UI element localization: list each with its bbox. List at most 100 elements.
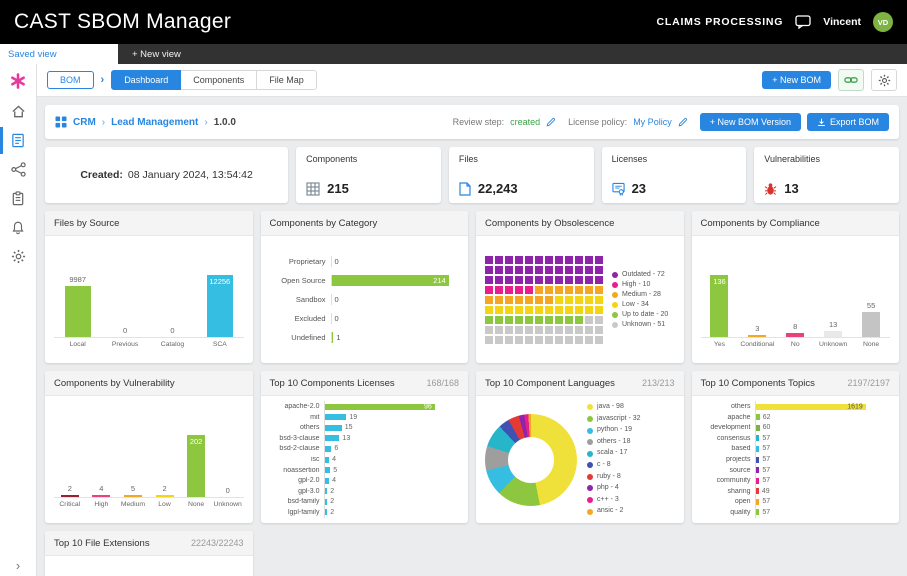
bar-column: 202	[180, 435, 212, 497]
waffle-cell	[585, 265, 593, 274]
sidebar-item-hierarchy[interactable]	[0, 156, 36, 183]
components-by-compliance-chart: 136 3 8 13 55 Yes Conditional No Unknown None	[692, 236, 900, 363]
axis-label: SCA	[212, 341, 227, 348]
hbar-track: 2	[323, 507, 460, 518]
chart-count: 213/213	[641, 378, 675, 388]
waffle-cell	[545, 335, 553, 344]
axis-label: No	[790, 341, 800, 348]
legend-item: python - 19	[587, 425, 641, 436]
axis-label: bsd-2-clause	[279, 445, 320, 453]
waffle-cell	[595, 275, 603, 284]
legend-label: c - 8	[597, 461, 611, 468]
stat-label: Vulnerabilities	[764, 154, 820, 164]
hbar-row: bsd-3-clause 13	[270, 433, 460, 444]
bar-value: 57	[762, 434, 771, 442]
sidebar-expand-chevron-icon[interactable]: ›	[15, 557, 21, 573]
components-by-vulnerability-chart: 2 4 5 2 202 0 Critical High Medium Low None Unknown	[45, 396, 253, 523]
user-name[interactable]: Vincent	[823, 16, 861, 28]
stat-value: 13	[784, 181, 799, 196]
bar	[155, 495, 174, 497]
bom-button[interactable]: BOM	[47, 71, 94, 89]
tab-file-map[interactable]: File Map	[257, 70, 317, 90]
legend-label: others - 18	[597, 437, 631, 445]
axis-label: projects	[725, 456, 751, 463]
legend-item: php - 4	[587, 483, 641, 494]
axis-label: bsd-family	[287, 498, 320, 506]
bar-column: 3	[738, 324, 776, 337]
created-label: Created:	[80, 169, 123, 181]
waffle-cell	[505, 275, 513, 284]
tab-dashboard[interactable]: Dashboard	[111, 70, 182, 90]
waffle-cell	[595, 325, 603, 334]
files-by-source-chart: 9987 0 0 12256 Local Previous Catalog SCA	[45, 236, 253, 363]
bar	[324, 424, 342, 431]
waffle-cell	[505, 255, 513, 264]
bar-value: 3	[755, 324, 760, 333]
hbar-row: development 60	[701, 422, 891, 434]
sidebar-item-home[interactable]	[0, 98, 36, 125]
organization-label[interactable]: CLAIMS PROCESSING	[656, 16, 784, 28]
bar-value: 4	[332, 477, 336, 485]
tab-saved-view[interactable]: Saved view	[0, 44, 118, 64]
file-icon	[459, 181, 471, 196]
chart-count: 2197/2197	[847, 378, 890, 388]
new-bom-button[interactable]: + New BOM	[762, 71, 831, 89]
waffle-cell	[575, 325, 583, 334]
legend-label: Low - 34	[622, 301, 649, 308]
waffle-cell	[555, 255, 563, 264]
waffle-cell	[515, 325, 523, 334]
avatar[interactable]: VD	[873, 12, 893, 32]
hbar-track: 0	[330, 294, 460, 305]
edit-review-step-pencil-icon[interactable]	[546, 117, 556, 127]
sidebar-item-settings[interactable]	[0, 243, 36, 270]
legend-item: scala - 17	[587, 448, 641, 459]
new-view-button[interactable]: + New view	[132, 48, 181, 60]
sidebar-item-reports[interactable]	[0, 185, 36, 212]
charts-row-1: Files by Source 9987 0 0 12256 Local Previous…	[45, 211, 899, 363]
sidebar-item-notifications[interactable]	[0, 214, 36, 241]
export-bom-button[interactable]: Export BOM	[806, 113, 889, 131]
axis-label: Low	[158, 501, 171, 508]
chart-card-files-by-source: Files by Source 9987 0 0 12256 Local Previous…	[45, 211, 253, 363]
bar	[786, 333, 805, 337]
breadcrumb-bom[interactable]: Lead Management	[111, 116, 199, 128]
view-segmented-tabs: Dashboard Components File Map	[111, 70, 317, 90]
chart-card-top-licenses: Top 10 Components Licenses 168/168 apache…	[260, 371, 468, 523]
sidebar: ›	[0, 64, 37, 576]
settings-button[interactable]	[871, 69, 897, 91]
bar	[755, 456, 760, 463]
legend-dot	[612, 271, 618, 278]
sidebar-item-bom[interactable]	[0, 127, 36, 154]
hbar-row: consensus 57	[701, 433, 891, 444]
brand-logo-icon	[0, 64, 36, 97]
chart-legend: Outdated - 72 High - 10 Medium - 28 Low - 3…	[612, 271, 668, 328]
hbar-track: 49	[754, 485, 891, 497]
bar-value: 57	[762, 477, 771, 485]
waffle-cell	[555, 275, 563, 284]
legend-item: javascript - 32	[587, 414, 641, 425]
chat-icon[interactable]	[795, 15, 811, 29]
waffle-cell	[545, 265, 553, 274]
chart-title: Top 10 Components Topics	[700, 377, 815, 389]
chart-card-components-by-obsolescence: Components by Obsolescence Outdated - 72…	[476, 211, 684, 363]
tab-components[interactable]: Components	[181, 70, 258, 90]
hbar-track: 1	[330, 332, 460, 343]
waffle-cell	[595, 315, 603, 324]
legend-dot	[587, 497, 593, 504]
share-link-button[interactable]	[838, 69, 864, 91]
edit-license-policy-pencil-icon[interactable]	[678, 117, 688, 127]
breadcrumb-app[interactable]: CRM	[73, 116, 96, 128]
licenses-stat-card: Licenses 23	[601, 147, 747, 203]
bar-column: 2	[149, 484, 181, 497]
bar-value: 13	[342, 434, 351, 442]
legend-label: Unknown - 51	[622, 321, 666, 328]
waffle-cell	[505, 265, 513, 274]
axis-label: source	[729, 466, 751, 474]
waffle-cell	[545, 285, 553, 294]
charts-row-2: Components by Vulnerability 2 4 5 2 202 0 Crit…	[45, 371, 899, 523]
legend-label: High - 10	[622, 281, 651, 288]
new-bom-version-button[interactable]: + New BOM Version	[699, 113, 801, 131]
license-policy-value[interactable]: My Policy	[633, 117, 672, 127]
waffle-cell	[585, 305, 593, 314]
hbar-row: projects 57	[701, 454, 891, 465]
